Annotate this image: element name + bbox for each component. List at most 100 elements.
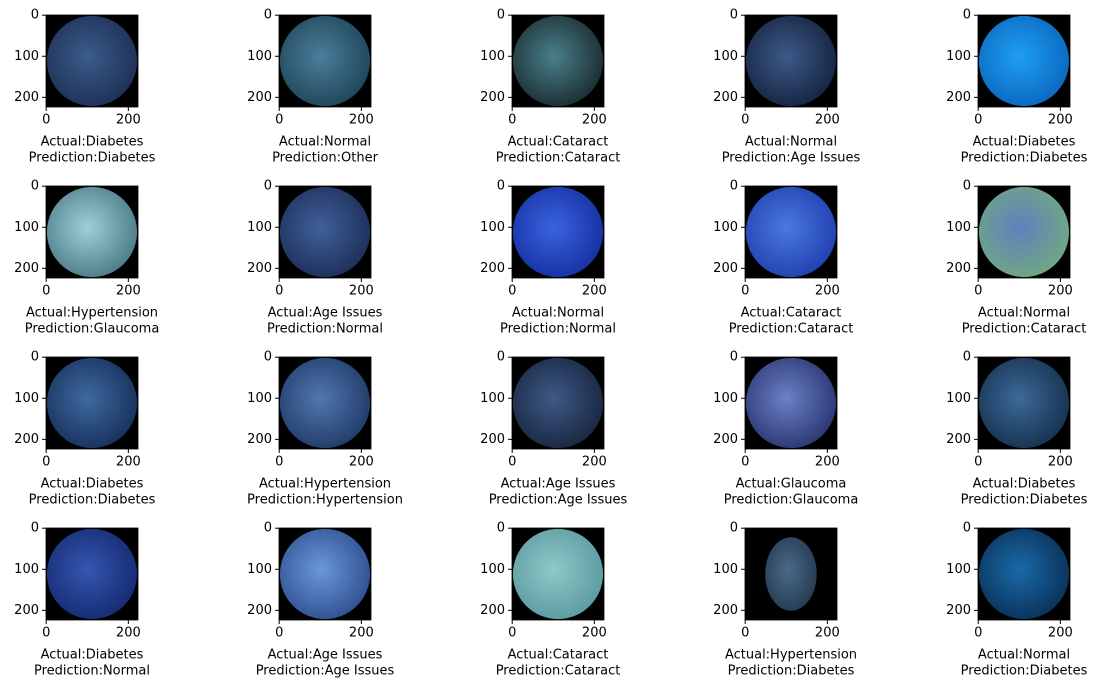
actual-label: Actual:Hypertension bbox=[725, 648, 857, 663]
actual-label: Actual:Diabetes bbox=[973, 135, 1076, 150]
x-tick-label: 0 bbox=[508, 113, 516, 128]
actual-label: Actual:Cataract bbox=[508, 648, 609, 663]
x-tick-label: 200 bbox=[349, 284, 374, 299]
y-tick-label: 0 bbox=[730, 8, 738, 23]
fundus-image bbox=[512, 357, 604, 449]
x-tick-label: 200 bbox=[815, 455, 840, 470]
axes-frame bbox=[278, 185, 372, 279]
x-tick-label: 0 bbox=[974, 284, 982, 299]
x-tick-label: 200 bbox=[582, 284, 607, 299]
y-tick-label: 0 bbox=[264, 179, 272, 194]
subplot: 0 2000100200Actual:NormalPrediction:Diabe… bbox=[946, 521, 1087, 679]
y-tick-label: 0 bbox=[31, 8, 39, 23]
y-tick-label: 100 bbox=[480, 220, 505, 235]
subplot: 0 2000100200Actual:HypertensionPrediction… bbox=[247, 350, 403, 508]
axes-frame bbox=[744, 527, 838, 621]
actual-label: Actual:Hypertension bbox=[26, 306, 158, 321]
y-tick-label: 100 bbox=[247, 562, 272, 577]
fundus-image bbox=[978, 186, 1070, 278]
x-tick-label: 200 bbox=[1048, 113, 1073, 128]
x-tick-label: 0 bbox=[42, 455, 50, 470]
fundus-image bbox=[279, 15, 371, 107]
subplot: 0 2000100200Actual:GlaucomaPrediction:Gla… bbox=[713, 350, 858, 508]
axes-frame bbox=[45, 527, 139, 621]
y-tick-label: 0 bbox=[963, 8, 971, 23]
y-tick-label: 0 bbox=[264, 8, 272, 23]
y-tick-label: 100 bbox=[247, 220, 272, 235]
y-tick-label: 200 bbox=[247, 603, 272, 618]
x-tick-label: 0 bbox=[42, 626, 50, 641]
actual-label: Actual:Diabetes bbox=[973, 477, 1076, 492]
fundus-image bbox=[512, 186, 604, 278]
x-tick-label: 200 bbox=[1048, 626, 1073, 641]
x-tick-label: 200 bbox=[815, 626, 840, 641]
y-tick-label: 200 bbox=[14, 261, 39, 276]
y-tick-label: 100 bbox=[14, 562, 39, 577]
axes-frame bbox=[977, 185, 1071, 279]
x-tick-label: 0 bbox=[741, 455, 749, 470]
y-tick-label: 200 bbox=[713, 261, 738, 276]
x-tick-label: 0 bbox=[508, 284, 516, 299]
subplot: 0 2000100200Actual:HypertensionPrediction… bbox=[14, 179, 159, 337]
y-tick-label: 100 bbox=[480, 49, 505, 64]
fundus-image bbox=[46, 528, 138, 620]
fundus-image bbox=[46, 186, 138, 278]
prediction-label: Prediction:Normal bbox=[267, 322, 383, 337]
prediction-label: Prediction:Diabetes bbox=[961, 664, 1088, 679]
y-tick-label: 200 bbox=[713, 90, 738, 105]
prediction-label: Prediction:Age Issues bbox=[489, 493, 628, 508]
x-tick-label: 200 bbox=[116, 455, 141, 470]
y-tick-label: 200 bbox=[480, 603, 505, 618]
x-tick-label: 0 bbox=[741, 113, 749, 128]
y-tick-label: 200 bbox=[247, 261, 272, 276]
subplot: 0 2000100200Actual:NormalPrediction:Catar… bbox=[946, 179, 1086, 337]
y-tick-label: 0 bbox=[730, 521, 738, 536]
x-tick-label: 200 bbox=[815, 284, 840, 299]
x-tick-label: 0 bbox=[974, 113, 982, 128]
x-tick-label: 0 bbox=[508, 455, 516, 470]
prediction-label: Prediction:Glaucoma bbox=[25, 322, 160, 337]
y-tick-label: 100 bbox=[713, 220, 738, 235]
y-tick-label: 200 bbox=[946, 261, 971, 276]
y-tick-label: 0 bbox=[31, 179, 39, 194]
y-tick-label: 200 bbox=[247, 432, 272, 447]
subplot: 0 2000100200Actual:DiabetesPrediction:Dia… bbox=[946, 350, 1087, 508]
y-tick-label: 200 bbox=[480, 261, 505, 276]
x-tick-label: 200 bbox=[116, 284, 141, 299]
y-tick-label: 0 bbox=[497, 350, 505, 365]
y-tick-label: 100 bbox=[713, 391, 738, 406]
axes-frame bbox=[744, 14, 838, 108]
subplot: 0 2000100200Actual:CataractPrediction:Cat… bbox=[480, 521, 620, 679]
x-tick-label: 200 bbox=[349, 455, 374, 470]
x-tick-label: 200 bbox=[582, 626, 607, 641]
actual-label: Actual:Normal bbox=[978, 306, 1070, 321]
prediction-label: Prediction:Normal bbox=[500, 322, 616, 337]
axes-frame bbox=[977, 527, 1071, 621]
prediction-label: Prediction:Diabetes bbox=[29, 493, 156, 508]
y-tick-label: 100 bbox=[946, 562, 971, 577]
y-tick-label: 200 bbox=[480, 432, 505, 447]
x-tick-label: 200 bbox=[582, 113, 607, 128]
prediction-label: Prediction:Age Issues bbox=[722, 151, 861, 166]
axes-frame bbox=[977, 14, 1071, 108]
axes-frame bbox=[278, 14, 372, 108]
prediction-label: Prediction:Cataract bbox=[496, 151, 621, 166]
x-tick-label: 0 bbox=[42, 113, 50, 128]
y-tick-label: 100 bbox=[713, 562, 738, 577]
actual-label: Actual:Normal bbox=[745, 135, 837, 150]
y-tick-label: 0 bbox=[963, 350, 971, 365]
fundus-image bbox=[765, 537, 817, 611]
y-tick-label: 0 bbox=[31, 521, 39, 536]
fundus-image bbox=[978, 357, 1070, 449]
actual-label: Actual:Age Issues bbox=[268, 648, 383, 663]
fundus-image bbox=[279, 186, 371, 278]
y-tick-label: 200 bbox=[247, 90, 272, 105]
x-tick-label: 0 bbox=[275, 113, 283, 128]
axes-frame bbox=[511, 14, 605, 108]
axes-frame bbox=[45, 185, 139, 279]
